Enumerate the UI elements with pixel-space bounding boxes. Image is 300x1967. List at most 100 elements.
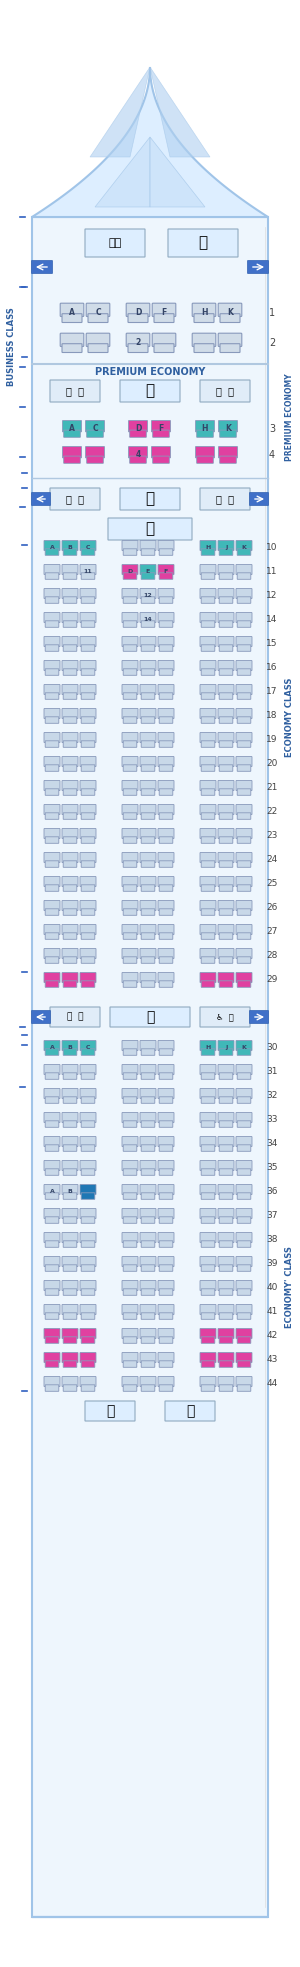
FancyBboxPatch shape <box>44 1281 60 1290</box>
FancyBboxPatch shape <box>200 1041 216 1050</box>
Text: 17: 17 <box>266 688 278 696</box>
FancyBboxPatch shape <box>237 1265 251 1271</box>
FancyBboxPatch shape <box>45 1338 59 1343</box>
FancyBboxPatch shape <box>219 1098 233 1103</box>
Text: 28: 28 <box>266 952 278 960</box>
FancyBboxPatch shape <box>140 708 156 718</box>
FancyBboxPatch shape <box>62 852 78 864</box>
FancyBboxPatch shape <box>81 789 95 795</box>
FancyBboxPatch shape <box>123 1145 137 1151</box>
FancyBboxPatch shape <box>218 1304 234 1314</box>
FancyBboxPatch shape <box>158 1233 174 1243</box>
FancyBboxPatch shape <box>63 1385 77 1391</box>
FancyBboxPatch shape <box>81 1168 95 1176</box>
FancyBboxPatch shape <box>140 637 156 647</box>
FancyBboxPatch shape <box>219 1338 233 1343</box>
FancyBboxPatch shape <box>236 901 252 911</box>
FancyBboxPatch shape <box>219 982 233 987</box>
FancyBboxPatch shape <box>236 1233 252 1243</box>
FancyBboxPatch shape <box>86 303 110 317</box>
FancyBboxPatch shape <box>218 1137 234 1147</box>
FancyBboxPatch shape <box>80 1328 96 1340</box>
FancyBboxPatch shape <box>81 1192 95 1200</box>
FancyBboxPatch shape <box>250 492 268 506</box>
FancyBboxPatch shape <box>44 1113 60 1123</box>
FancyBboxPatch shape <box>141 1145 155 1151</box>
FancyBboxPatch shape <box>237 1218 251 1223</box>
FancyBboxPatch shape <box>60 303 84 317</box>
FancyBboxPatch shape <box>159 862 173 867</box>
Text: K: K <box>225 423 231 433</box>
FancyBboxPatch shape <box>44 1208 60 1220</box>
FancyBboxPatch shape <box>123 742 137 747</box>
FancyBboxPatch shape <box>159 549 173 555</box>
Text: 🚹  🚺: 🚹 🚺 <box>66 386 84 395</box>
FancyBboxPatch shape <box>62 588 78 598</box>
FancyBboxPatch shape <box>236 1257 252 1267</box>
FancyBboxPatch shape <box>192 303 216 317</box>
Text: 23: 23 <box>266 832 278 840</box>
FancyBboxPatch shape <box>200 661 216 671</box>
FancyBboxPatch shape <box>80 612 96 624</box>
FancyBboxPatch shape <box>159 1241 173 1247</box>
FancyBboxPatch shape <box>81 1218 95 1223</box>
FancyBboxPatch shape <box>201 716 215 724</box>
FancyBboxPatch shape <box>158 612 174 624</box>
FancyBboxPatch shape <box>218 972 234 984</box>
Polygon shape <box>32 67 268 216</box>
FancyBboxPatch shape <box>80 541 96 551</box>
FancyBboxPatch shape <box>63 1145 77 1151</box>
FancyBboxPatch shape <box>201 1288 215 1296</box>
FancyBboxPatch shape <box>218 637 234 647</box>
FancyBboxPatch shape <box>236 781 252 791</box>
FancyBboxPatch shape <box>141 885 155 891</box>
FancyBboxPatch shape <box>201 1121 215 1127</box>
FancyBboxPatch shape <box>218 303 242 317</box>
FancyBboxPatch shape <box>122 708 138 718</box>
Text: 24: 24 <box>266 856 278 865</box>
FancyBboxPatch shape <box>218 332 242 346</box>
FancyBboxPatch shape <box>80 877 96 887</box>
FancyBboxPatch shape <box>86 332 110 346</box>
FancyBboxPatch shape <box>80 661 96 671</box>
FancyBboxPatch shape <box>44 781 60 791</box>
FancyBboxPatch shape <box>45 1312 59 1320</box>
FancyBboxPatch shape <box>62 1377 78 1387</box>
FancyBboxPatch shape <box>218 1113 234 1123</box>
FancyBboxPatch shape <box>237 1072 251 1080</box>
FancyBboxPatch shape <box>158 1257 174 1267</box>
FancyBboxPatch shape <box>122 901 138 911</box>
FancyBboxPatch shape <box>122 828 138 838</box>
FancyBboxPatch shape <box>159 645 173 651</box>
FancyBboxPatch shape <box>158 588 174 598</box>
FancyBboxPatch shape <box>122 1328 138 1340</box>
FancyBboxPatch shape <box>201 932 215 940</box>
Text: 🥤: 🥤 <box>146 492 154 506</box>
FancyBboxPatch shape <box>63 982 77 987</box>
FancyBboxPatch shape <box>63 549 77 555</box>
FancyBboxPatch shape <box>140 685 156 694</box>
FancyBboxPatch shape <box>201 1241 215 1247</box>
FancyBboxPatch shape <box>122 541 138 551</box>
Text: PREMIUM ECONOMY: PREMIUM ECONOMY <box>286 374 295 460</box>
FancyBboxPatch shape <box>159 1338 173 1343</box>
FancyBboxPatch shape <box>141 1218 155 1223</box>
Text: D: D <box>135 423 141 433</box>
FancyBboxPatch shape <box>194 313 214 323</box>
FancyBboxPatch shape <box>80 948 96 958</box>
Text: 44: 44 <box>266 1379 278 1389</box>
FancyBboxPatch shape <box>45 812 59 820</box>
FancyBboxPatch shape <box>141 1338 155 1343</box>
Text: 1: 1 <box>269 309 275 319</box>
FancyBboxPatch shape <box>218 541 234 551</box>
FancyBboxPatch shape <box>219 836 233 844</box>
FancyBboxPatch shape <box>201 982 215 987</box>
FancyBboxPatch shape <box>218 828 234 838</box>
FancyBboxPatch shape <box>158 661 174 671</box>
FancyBboxPatch shape <box>197 456 213 464</box>
FancyBboxPatch shape <box>50 488 100 509</box>
Text: 🚹  🚺: 🚹 🚺 <box>216 386 234 395</box>
FancyBboxPatch shape <box>200 1113 216 1123</box>
FancyBboxPatch shape <box>219 1385 233 1391</box>
FancyBboxPatch shape <box>62 1281 78 1290</box>
